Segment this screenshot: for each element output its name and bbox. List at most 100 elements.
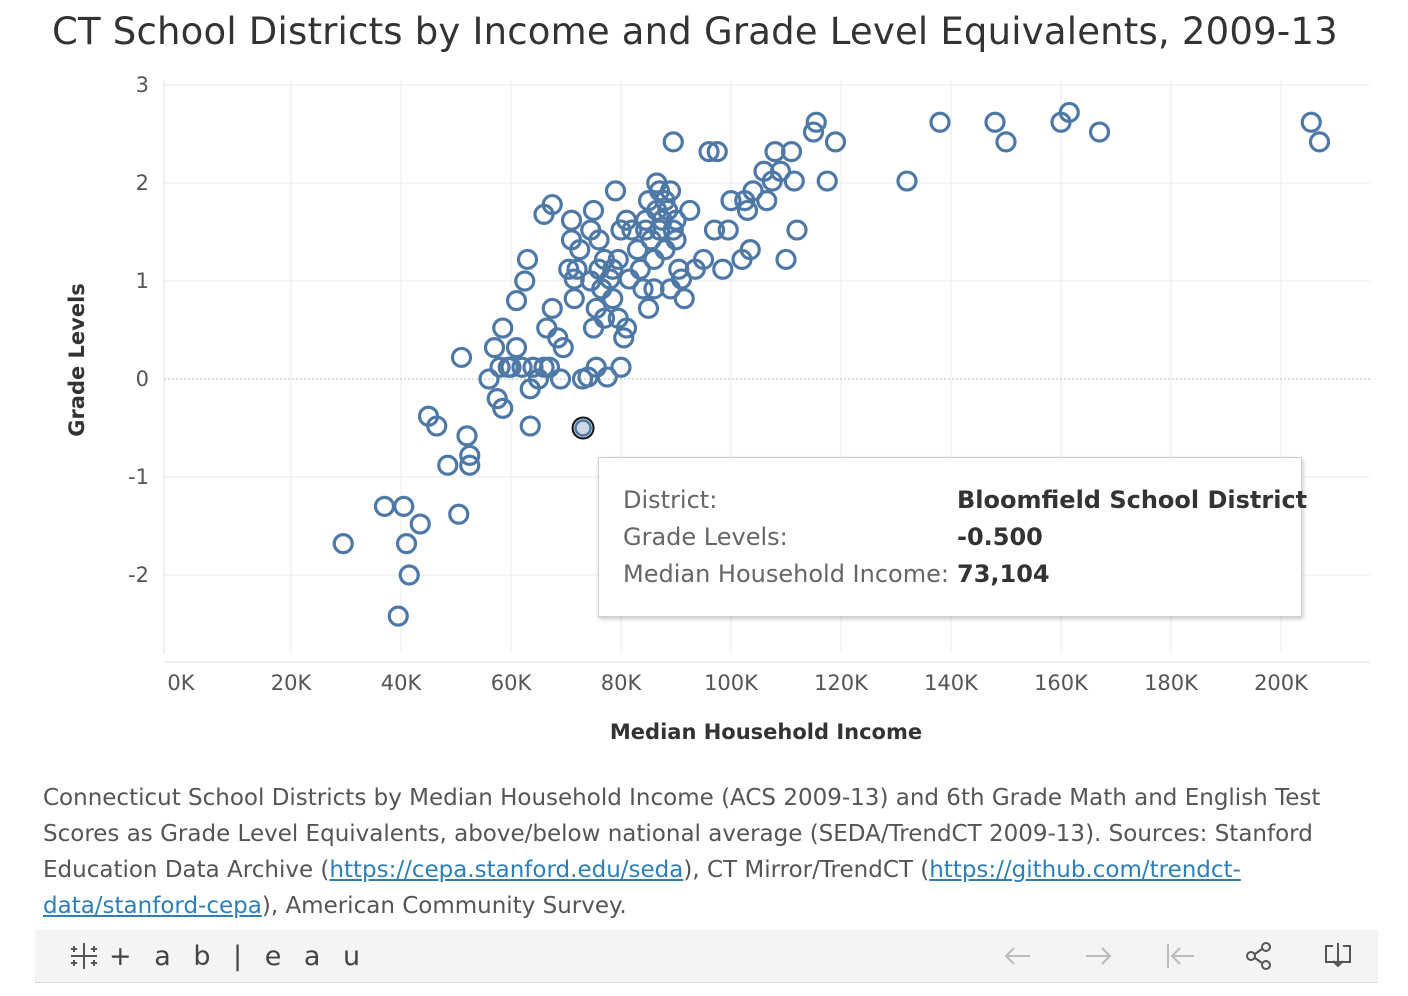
data-point[interactable] (756, 190, 778, 212)
data-point[interactable] (984, 111, 1006, 133)
data-point[interactable] (816, 170, 838, 192)
share-button[interactable] (1239, 938, 1279, 974)
undo-button[interactable] (998, 938, 1038, 974)
data-point[interactable] (626, 239, 649, 261)
data-point[interactable] (824, 131, 847, 153)
data-point[interactable] (929, 111, 951, 133)
data-point[interactable] (615, 317, 638, 339)
data-point[interactable] (698, 141, 720, 163)
data-point[interactable] (602, 288, 624, 310)
data-point[interactable] (629, 258, 651, 280)
data-point[interactable] (662, 219, 684, 241)
data-point[interactable] (659, 180, 682, 202)
data-point[interactable] (500, 356, 522, 378)
data-point[interactable] (483, 337, 506, 359)
github-link[interactable]: https://github.com/trendct-data/stanford… (43, 857, 1241, 919)
data-point[interactable] (538, 356, 561, 378)
data-point[interactable] (717, 219, 739, 241)
data-point[interactable] (679, 199, 701, 222)
seda-link[interactable]: https://cepa.stanford.edu/seda (329, 857, 684, 883)
data-point[interactable] (648, 219, 671, 241)
data-point[interactable] (712, 258, 734, 280)
data-point[interactable] (780, 141, 803, 163)
data-point[interactable] (332, 533, 354, 555)
data-point[interactable] (582, 317, 605, 339)
revert-button[interactable] (1160, 938, 1200, 974)
data-point[interactable] (593, 307, 616, 329)
data-point[interactable] (703, 219, 726, 241)
data-point[interactable] (665, 229, 687, 251)
data-point[interactable] (742, 180, 764, 202)
data-point[interactable] (1058, 101, 1080, 124)
data-point[interactable] (552, 337, 574, 359)
scatter-chart[interactable]: 0K 20K 40K 60K 80K 100K 120K 140K 160K 180K 200K 3 2… (0, 0, 1408, 770)
data-point[interactable] (613, 327, 635, 349)
data-point[interactable] (621, 219, 643, 241)
data-point[interactable] (739, 239, 761, 261)
data-point[interactable] (569, 239, 591, 261)
data-point[interactable] (478, 368, 500, 390)
data-point[interactable] (643, 248, 665, 271)
data-point[interactable] (437, 454, 459, 476)
data-point[interactable] (560, 209, 583, 231)
data-point[interactable] (448, 503, 470, 525)
data-point[interactable] (673, 288, 695, 310)
data-point[interactable] (426, 415, 448, 437)
data-point[interactable] (492, 317, 514, 339)
data-point[interactable] (632, 278, 654, 300)
data-point[interactable] (393, 495, 415, 517)
data-point[interactable] (775, 248, 797, 271)
data-point[interactable] (536, 317, 558, 339)
data-point[interactable] (706, 141, 728, 163)
data-point[interactable] (505, 337, 528, 359)
data-point[interactable] (596, 366, 618, 388)
data-point[interactable] (805, 111, 827, 133)
redo-button[interactable] (1078, 938, 1118, 974)
data-point[interactable] (654, 239, 676, 261)
data-point[interactable] (549, 368, 572, 390)
data-point[interactable] (610, 356, 632, 378)
download-button[interactable] (1318, 938, 1358, 974)
data-point[interactable] (692, 248, 715, 271)
data-point[interactable] (459, 444, 481, 467)
tableau-logo[interactable]: + a b | e a u (67, 939, 367, 973)
data-point[interactable] (456, 425, 478, 447)
data-point[interactable] (563, 288, 585, 310)
data-point[interactable] (1300, 111, 1322, 133)
data-point[interactable] (995, 131, 1017, 153)
data-point[interactable] (802, 121, 825, 143)
data-point[interactable] (662, 131, 684, 153)
data-point[interactable] (896, 170, 918, 192)
data-point[interactable] (514, 270, 536, 292)
data-point[interactable] (511, 356, 533, 378)
data-point[interactable] (769, 160, 792, 182)
data-point[interactable] (582, 199, 605, 222)
data-point[interactable] (387, 605, 409, 627)
data-point[interactable] (783, 170, 805, 192)
data-point[interactable] (519, 415, 541, 437)
data-point[interactable] (637, 297, 660, 320)
data-point[interactable] (670, 268, 693, 290)
data-point[interactable] (527, 368, 550, 390)
data-point[interactable] (505, 290, 528, 312)
data-point[interactable] (604, 180, 627, 202)
data-point[interactable] (1088, 121, 1111, 143)
data-point[interactable] (398, 564, 420, 586)
data-point[interactable] (541, 193, 563, 216)
data-point[interactable] (459, 454, 481, 476)
data-point[interactable] (566, 258, 588, 280)
data-point[interactable] (395, 533, 418, 555)
data-point[interactable] (489, 356, 511, 378)
data-point[interactable] (492, 397, 514, 419)
data-point[interactable] (720, 190, 742, 212)
data-point[interactable] (516, 248, 539, 271)
data-point[interactable] (373, 495, 396, 517)
data-point[interactable] (450, 346, 473, 369)
data-point[interactable] (588, 229, 610, 251)
data-point[interactable] (1308, 131, 1331, 153)
data-point[interactable] (541, 297, 563, 320)
data-point[interactable] (409, 513, 431, 535)
data-point[interactable] (736, 199, 759, 222)
data-point[interactable] (607, 248, 629, 271)
data-point[interactable] (786, 219, 808, 241)
